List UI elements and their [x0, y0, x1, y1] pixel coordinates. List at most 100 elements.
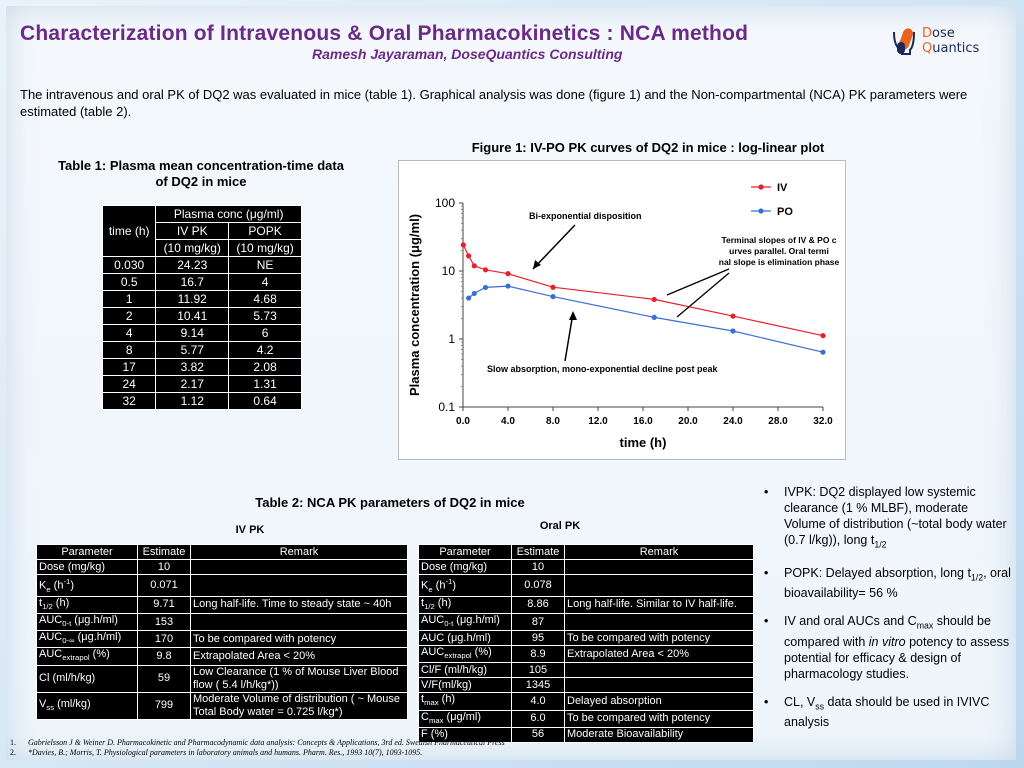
table-row: AUC0-t (μg.h/ml) 153 — [36, 613, 408, 632]
remark-cell: Moderate Bioavailability — [564, 726, 754, 743]
oral-header-parameter: Parameter — [418, 544, 512, 560]
table-row: F (%) 56 Moderate Bioavailability — [418, 726, 754, 743]
data-point-iv — [820, 333, 826, 339]
annotation-arrowhead — [533, 260, 541, 269]
series-line-po — [468, 285, 824, 353]
table-row: Dose (mg/kg) 10 — [36, 559, 408, 575]
oral-header-remark: Remark — [564, 544, 754, 560]
parameter-cell: t1/2 (h) — [418, 595, 512, 615]
estimate-cell: 10 — [137, 559, 191, 575]
table-cell: 4.2 — [228, 341, 302, 359]
parameter-cell: tmax (h) — [418, 692, 512, 711]
annotation-arrow — [676, 272, 730, 318]
table-row: Dose (mg/kg) 10 — [418, 559, 754, 575]
table-row: AUCextrapol (%) 8.9 Extrapolated Area < 20… — [418, 645, 754, 664]
reference-item: 2. *Davies, B.; Morris, T. Physiological … — [10, 748, 423, 757]
table-cell: 4.68 — [228, 290, 302, 308]
annotation-text: Terminal slopes of IV & PO c urves parall… — [719, 235, 840, 267]
estimate-cell: 87 — [511, 613, 565, 632]
estimate-cell: 9.71 — [137, 595, 191, 615]
parameter-cell: F (%) — [418, 726, 512, 743]
pk-chart: 0.1 1 10 100 0.0 4.0 8.0 12.0 16.0 20.0 24.0 28.0 32… — [407, 182, 840, 450]
iv-parameter-table: Parameter Estimate Remark Dose (mg/kg) 10… — [36, 544, 408, 720]
estimate-cell: 4.0 — [511, 692, 565, 711]
iv-pk-label: IV PK — [235, 524, 265, 536]
table-row: Cmax (μg/ml) 6.0 To be compared with poten… — [418, 709, 754, 728]
concentration-table: time (h) Plasma conc (μg/ml) IV PK POPK … — [101, 205, 302, 410]
table-row: Cl/F (ml/h/kg) 105 — [418, 662, 754, 679]
parameter-cell: t1/2 (h) — [36, 595, 138, 615]
x-tick-label: 20.0 — [678, 416, 698, 427]
y-tick-label: 0.1 — [438, 400, 455, 414]
table-cell: 17 — [101, 358, 157, 376]
annotation-line: urves parallel. Oral termi — [729, 246, 829, 256]
table1-title: Table 1: Plasma mean concentration-time … — [58, 158, 344, 189]
table-cell: 4 — [228, 273, 302, 291]
data-point-iv — [471, 263, 477, 269]
page-title: Characterization of Intravenous & Oral P… — [20, 22, 749, 45]
parameter-cell: AUC0-t (μg.h/ml) — [36, 613, 138, 632]
table-cell: 2.17 — [155, 375, 230, 393]
table-row: 24 2.17 1.31 — [101, 375, 302, 393]
table-row: AUC (μg.h/ml) 95 To be compared with poten… — [418, 630, 754, 647]
y-tick-label: 1 — [448, 332, 455, 346]
parameter-cell: Dose (mg/kg) — [36, 559, 138, 575]
parameter-cell: Cl/F (ml/h/kg) — [418, 662, 512, 679]
table-cell: 8 — [101, 341, 157, 359]
x-tick-label: 32.0 — [813, 416, 833, 427]
table-cell: 6 — [228, 324, 302, 342]
estimate-cell: 6.0 — [511, 709, 565, 728]
y-tick-label: 10 — [442, 264, 456, 278]
estimate-cell: 8.86 — [511, 595, 565, 615]
parameter-cell: AUCextrapol (%) — [418, 645, 512, 664]
data-point-iv — [460, 242, 466, 248]
table-cell: 2.08 — [228, 358, 302, 376]
y-tick-label: 100 — [435, 196, 455, 210]
estimate-cell: 56 — [511, 726, 565, 743]
remark-cell — [190, 613, 408, 632]
x-tick-label: 4.0 — [501, 416, 515, 427]
data-point-po — [730, 328, 736, 334]
legend-marker-iv — [758, 184, 764, 190]
estimate-cell: 105 — [511, 662, 565, 679]
estimate-cell: 170 — [137, 630, 191, 649]
iv-header-estimate: Estimate — [137, 544, 191, 560]
remark-cell: To be compared with potency — [564, 709, 754, 728]
bullet-item: IV and oral AUCs and Cmax should be comp… — [760, 613, 1012, 682]
table-row: 8 5.77 4.2 — [101, 341, 302, 359]
author-line: Ramesh Jayaraman, DoseQuantics Consultin… — [312, 46, 623, 62]
data-point-iv — [550, 284, 556, 290]
remark-cell — [564, 662, 754, 679]
company-logo: Dose Quantics — [888, 26, 998, 62]
table-cell: 10.41 — [155, 307, 230, 325]
estimate-cell: 95 — [511, 630, 565, 647]
legend-marker-po — [758, 208, 764, 214]
table-cell: 32 — [101, 392, 157, 410]
annotation-line: nal slope is elimination phase — [719, 257, 840, 267]
table-cell: 2 — [101, 307, 157, 325]
estimate-cell: 0.071 — [137, 574, 191, 597]
remark-cell — [564, 559, 754, 575]
group-header: Plasma conc (μg/ml) — [155, 205, 302, 223]
estimate-cell: 59 — [137, 664, 191, 693]
table-row: 1 11.92 4.68 — [101, 290, 302, 308]
table-row: Ke (h-1) 0.071 — [36, 574, 408, 597]
estimate-cell: 153 — [137, 613, 191, 632]
data-point-po — [482, 284, 489, 291]
col-iv-header: IV PK — [155, 222, 230, 240]
annotation-text: Bi-exponential disposition — [529, 211, 642, 221]
remark-cell — [564, 574, 754, 597]
table-row: 2 10.41 5.73 — [101, 307, 302, 325]
parameter-cell: Cl (ml/h/kg) — [36, 664, 138, 693]
table-cell: 24 — [101, 375, 157, 393]
parameter-cell: AUC (μg.h/ml) — [418, 630, 512, 647]
col-po-header: POPK — [228, 222, 302, 240]
reference-item: 1. Gabrielsson J & Weiner D. Pharmacokine… — [10, 738, 505, 747]
table-cell: NE — [228, 256, 302, 274]
parameter-cell: AUC0-∞ (μg.h/ml) — [36, 630, 138, 649]
bullet-item: POPK: Delayed absorption, long t1/2, ora… — [760, 565, 1012, 602]
table-row: 32 1.12 0.64 — [101, 392, 302, 410]
parameter-cell: Ke (h-1) — [418, 574, 512, 597]
parameter-cell: AUC0-t (μg.h/ml) — [418, 613, 512, 632]
annotation-arrow — [666, 268, 730, 296]
